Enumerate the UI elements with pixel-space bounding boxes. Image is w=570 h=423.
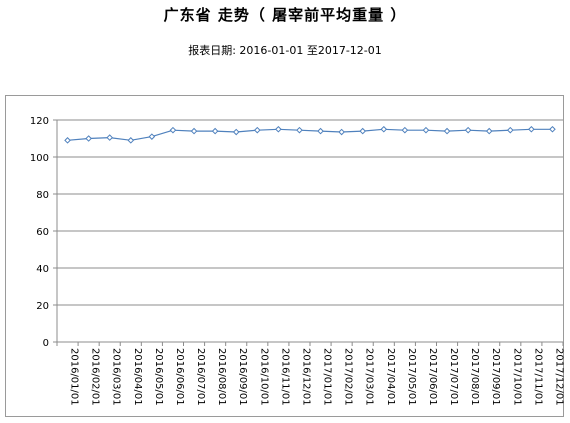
data-point bbox=[443, 127, 451, 135]
x-tick-label: 2017/05/01 bbox=[406, 348, 417, 406]
data-point bbox=[296, 126, 303, 134]
data-point bbox=[317, 127, 324, 135]
data-point bbox=[359, 127, 367, 135]
data-point bbox=[528, 125, 535, 133]
x-tick-label: 2016/10/01 bbox=[258, 348, 269, 406]
data-point bbox=[549, 125, 556, 133]
x-tick-label: 2016/03/01 bbox=[111, 348, 122, 406]
data-point bbox=[275, 125, 282, 133]
x-tick-label: 2017/07/01 bbox=[448, 348, 459, 406]
chart-title: 广东省 走势（ 屠宰前平均重量 ） bbox=[163, 6, 407, 24]
x-tick-label: 2017/02/01 bbox=[343, 348, 354, 406]
chart-frame bbox=[5, 95, 564, 417]
data-point bbox=[169, 126, 177, 134]
y-tick-label-80: 80 bbox=[36, 190, 49, 201]
data-point bbox=[506, 126, 514, 134]
data-point bbox=[464, 126, 472, 134]
x-tick-label: 2016/08/01 bbox=[216, 348, 227, 406]
x-tick-label: 2017/03/01 bbox=[364, 348, 375, 406]
data-point bbox=[148, 133, 156, 140]
x-tick-label: 2016/02/01 bbox=[90, 348, 101, 406]
x-tick-label: 2017/12/01 bbox=[553, 348, 564, 406]
y-tick-label-40: 40 bbox=[36, 264, 49, 275]
series-line bbox=[67, 128, 553, 141]
data-point bbox=[338, 128, 345, 136]
data-point bbox=[64, 137, 71, 144]
x-tick-label: 2016/09/01 bbox=[237, 348, 248, 406]
x-tick-label: 2016/06/01 bbox=[174, 348, 185, 406]
x-tick-label: 2017/08/01 bbox=[469, 348, 480, 406]
y-tick-label-120: 120 bbox=[30, 116, 49, 127]
x-tick-label: 2017/04/01 bbox=[385, 348, 396, 406]
x-tick-label: 2016/05/01 bbox=[153, 348, 164, 406]
data-point bbox=[127, 137, 135, 144]
data-point bbox=[106, 134, 114, 141]
y-tick-label-0: 0 bbox=[43, 338, 49, 349]
data-point bbox=[85, 135, 92, 142]
data-point bbox=[422, 126, 430, 134]
x-tick-label: 2017/10/01 bbox=[511, 348, 522, 406]
x-tick-label: 2016/01/01 bbox=[69, 348, 80, 406]
x-tick-label: 2016/11/01 bbox=[279, 348, 290, 406]
x-tick-label: 2017/01/01 bbox=[322, 348, 333, 406]
report-date-subtitle: 报表日期: 2016-01-01 至2017-12-01 bbox=[188, 44, 382, 57]
x-tick-label: 2017/06/01 bbox=[427, 348, 438, 406]
x-tick-label: 2017/11/01 bbox=[532, 348, 543, 406]
x-tick-label: 2016/04/01 bbox=[132, 348, 143, 406]
y-tick-label-60: 60 bbox=[36, 227, 49, 238]
y-tick-label-100: 100 bbox=[30, 153, 49, 164]
data-point bbox=[253, 126, 261, 134]
x-tick-label: 2016/12/01 bbox=[300, 348, 311, 406]
data-point bbox=[190, 127, 198, 135]
x-tick-label: 2016/07/01 bbox=[195, 348, 206, 406]
data-point bbox=[485, 127, 493, 135]
data-point bbox=[380, 125, 388, 133]
data-point bbox=[232, 128, 240, 136]
data-point bbox=[211, 127, 219, 135]
y-tick-label-20: 20 bbox=[36, 301, 49, 312]
data-point bbox=[401, 126, 409, 134]
x-tick-label: 2017/09/01 bbox=[490, 348, 501, 406]
